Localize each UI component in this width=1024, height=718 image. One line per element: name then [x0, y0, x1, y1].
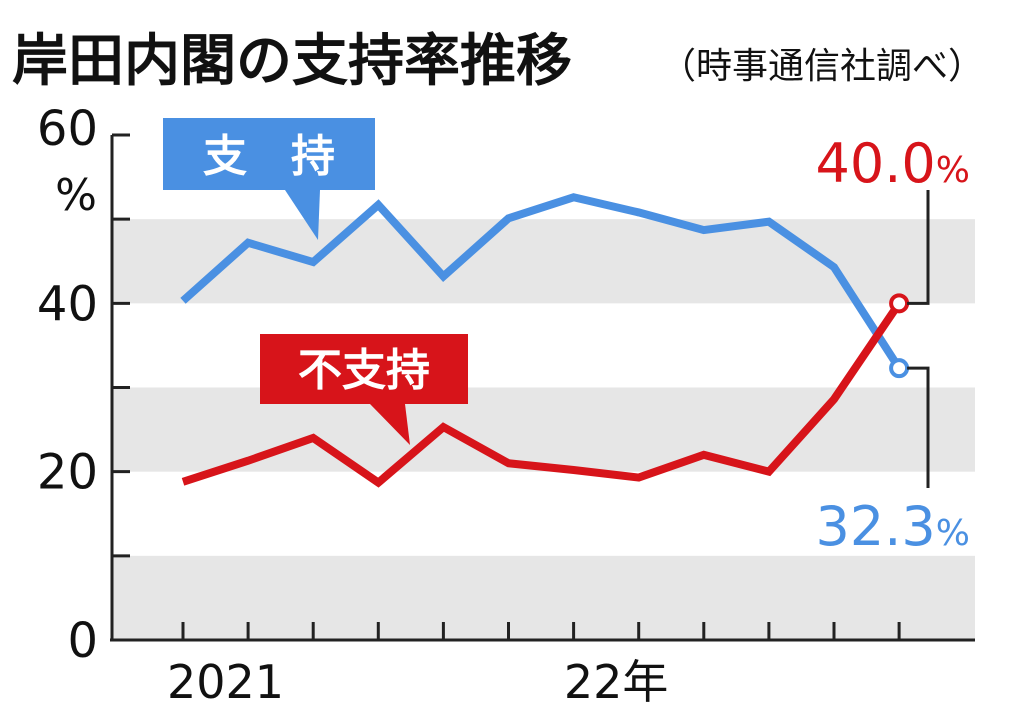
end-value-disapproval: 40.0% — [816, 132, 970, 195]
y-tick-labels: 0 20 40 60% — [37, 101, 98, 669]
grid-band — [112, 555, 975, 640]
chart-title: 岸田内閣の支持率推移 — [12, 29, 572, 94]
y-tick-label: 0 — [67, 613, 98, 669]
series-end-marker — [889, 358, 910, 379]
y-tick-label: 20 — [37, 445, 98, 501]
callout-box — [260, 334, 468, 404]
y-tick-label: 60 — [37, 101, 98, 157]
axes — [110, 133, 975, 642]
series-line-1 — [181, 301, 903, 488]
callout-tail — [370, 404, 410, 445]
y-unit-label: % — [55, 170, 97, 221]
series-name-label: 不支持 — [298, 345, 430, 396]
x-tick-labels: 2021 22年 — [167, 655, 668, 709]
leader-line — [907, 190, 930, 305]
series-line-0 — [180, 193, 903, 371]
x-tick-label: 2021 — [167, 655, 284, 709]
x-tick-label: 22年 — [564, 655, 669, 709]
end-value-approval: 32.3% — [816, 495, 970, 558]
series-name-label: 支 持 — [203, 131, 335, 182]
series-end-marker — [889, 293, 910, 314]
series-lines — [180, 193, 910, 488]
callout-box — [163, 118, 375, 190]
leader-line — [907, 366, 930, 488]
y-tick-label: 40 — [37, 276, 98, 332]
callout-tail — [285, 190, 320, 240]
chart-source: （時事通信社調べ） — [660, 46, 984, 87]
